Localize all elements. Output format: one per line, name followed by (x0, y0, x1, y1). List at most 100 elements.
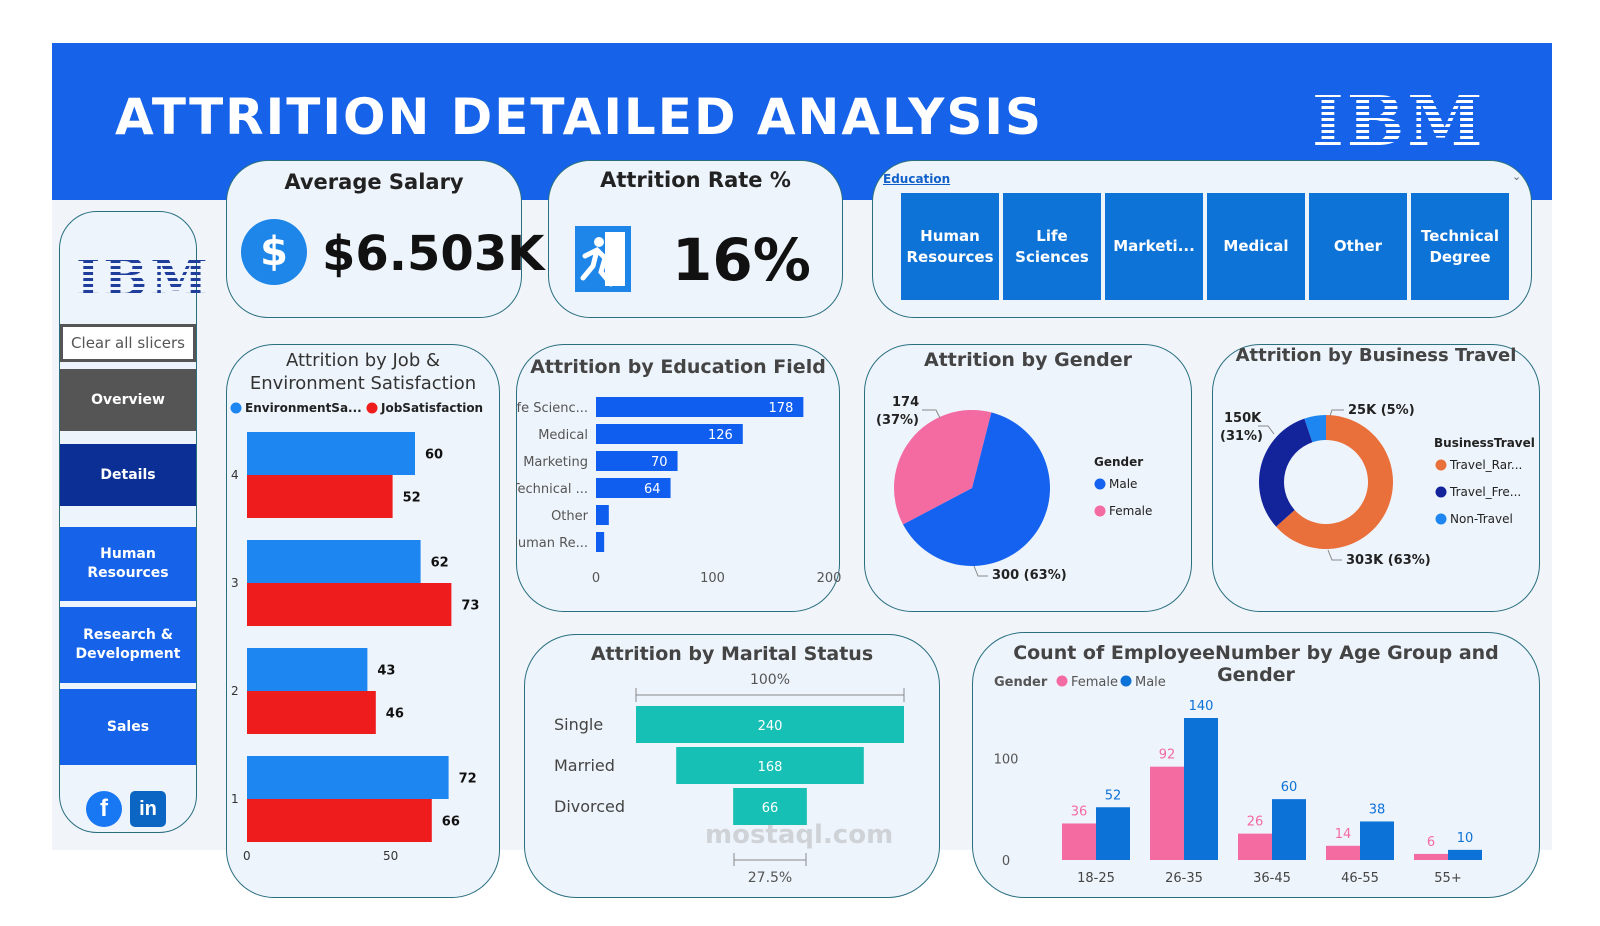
education-option[interactable]: Life Sciences (1003, 193, 1101, 300)
data-label: 168 (758, 760, 783, 775)
education-slicer-label: Education (883, 172, 951, 186)
data-label: 60 (425, 448, 443, 463)
bar (247, 756, 449, 799)
bar (1096, 807, 1130, 860)
legend-label: Non-Travel (1450, 512, 1513, 526)
gender-title: Attrition by Gender (923, 349, 1132, 371)
education-option[interactable]: Human Resources (901, 193, 999, 300)
job-env-title: Attrition by Job & Environment Satisfact… (249, 350, 477, 394)
y-tick-label: Divorced (554, 797, 625, 816)
data-label: 25K (5%) (1348, 403, 1415, 418)
bar (596, 424, 743, 444)
education-field-title: Attrition by Education Field (530, 356, 826, 378)
data-label: 240 (758, 719, 783, 734)
bar (1326, 845, 1360, 860)
x-tick-label: 36-45 (1253, 871, 1291, 886)
funnel-bottom-label: 27.5% (748, 870, 792, 886)
bar (247, 648, 368, 691)
y-tick-label: 4 (231, 468, 239, 482)
bar (1360, 821, 1394, 860)
data-label: 73 (461, 599, 479, 614)
data-label: 303K (63%) (1346, 553, 1431, 568)
data-label: 66 (442, 815, 460, 830)
marital-chart: 100% Single 240 Married 168 Divorced 66 27.5% (554, 672, 905, 886)
linkedin-icon[interactable]: in (130, 791, 166, 827)
nav-sales[interactable]: Sales (60, 689, 196, 765)
attrition-rate-label: Attrition Rate % (600, 168, 791, 192)
education-option[interactable]: Medical (1207, 193, 1305, 300)
data-label: 46 (386, 707, 404, 722)
job-env-chart: EnvironmentSa... JobSatisfaction460523627… (230, 401, 483, 863)
nav-details[interactable]: Details (60, 444, 196, 506)
watermark: mostaql.com (705, 820, 894, 850)
facebook-icon[interactable]: f (86, 791, 122, 827)
bar (1238, 833, 1272, 860)
marital-title: Attrition by Marital Status (590, 643, 874, 665)
exit-runner-icon (575, 226, 631, 292)
legend-label: EnvironmentSa... (245, 401, 362, 415)
legend-marker (1056, 675, 1068, 687)
legend-label: Travel_Fre... (1449, 485, 1521, 499)
data-label: (37%) (876, 413, 919, 428)
bar (247, 540, 421, 583)
nav-overview[interactable]: Overview (60, 369, 196, 431)
y-tick-label: Single (554, 715, 603, 734)
data-label: 300 (63%) (992, 568, 1067, 583)
y-tick-label: Human Re... (516, 536, 588, 551)
x-tick-label: 55+ (1434, 871, 1461, 886)
legend-marker (366, 402, 378, 414)
nav-human-resources[interactable]: Human Resources (60, 527, 196, 601)
bar (247, 475, 393, 518)
leader-line (973, 565, 988, 577)
education-option[interactable]: Marketi... (1105, 193, 1203, 300)
gender-chart: 174 (37%) 300 (63%) Gender Male Female (876, 395, 1152, 583)
legend-label: Male (1135, 675, 1166, 690)
data-label: 178 (769, 401, 794, 416)
x-tick-label: 200 (817, 571, 842, 586)
x-tick-label: 0 (592, 571, 600, 586)
donut-slice (1304, 415, 1326, 443)
data-label: 66 (762, 801, 779, 816)
data-label: 150K (1224, 411, 1262, 426)
legend-marker (1435, 513, 1447, 525)
funnel-bracket (733, 853, 807, 866)
avg-salary-card (226, 160, 522, 318)
funnel-top-label: 100% (750, 672, 790, 688)
y-tick-label: Other (551, 509, 589, 524)
leader-line (922, 409, 941, 419)
data-label: 126 (708, 428, 733, 443)
nav-research-development[interactable]: Research & Development (60, 607, 196, 683)
education-option[interactable]: Technical Degree (1411, 193, 1509, 300)
legend-title: Gender (1094, 455, 1143, 469)
clear-slicers-button[interactable]: Clear all slicers (60, 324, 196, 362)
data-label: 140 (1189, 699, 1214, 714)
education-field-chart: Life Scienc... 178 Medical 126 Marketing 70 Te… (516, 397, 842, 586)
business-travel-chart: 150K (31%) 25K (5%) 303K (63%) BusinessTrave… (1220, 403, 1535, 568)
donut-slice (1276, 415, 1393, 549)
data-label: 10 (1457, 831, 1474, 846)
bar (1448, 849, 1482, 860)
legend-label: Male (1109, 477, 1137, 491)
chevron-down-icon[interactable]: ⌄ (1512, 170, 1522, 183)
y-tick-label: Marketing (523, 455, 588, 470)
y-tick-label: 100 (994, 753, 1019, 768)
education-option[interactable]: Other (1309, 193, 1407, 300)
bar (1272, 799, 1306, 860)
sidebar-ibm-logo: IBM (76, 248, 211, 309)
leader-line (1329, 409, 1344, 417)
legend-label: Female (1071, 675, 1118, 690)
y-tick-label: Life Scienc... (516, 401, 588, 416)
bar (596, 451, 678, 471)
x-tick-label: 26-35 (1165, 871, 1203, 886)
ibm-logo: IBM (1312, 82, 1486, 162)
x-tick-label: 0 (243, 849, 251, 863)
data-label: 43 (377, 664, 395, 679)
y-tick-label: 1 (231, 792, 239, 806)
attrition-rate-value: 16% (672, 226, 811, 294)
y-tick-label: 3 (231, 576, 239, 590)
funnel-bar (676, 747, 864, 784)
bar (1150, 766, 1184, 860)
legend-title: BusinessTravel (1434, 436, 1535, 450)
pie-slice (903, 412, 1050, 566)
